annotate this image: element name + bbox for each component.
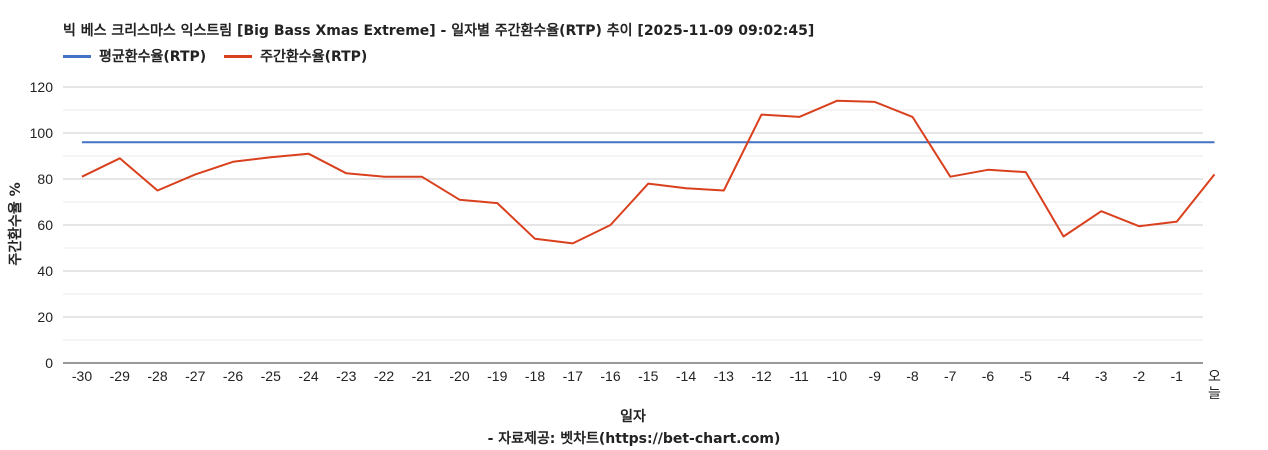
legend-swatch-average xyxy=(63,54,91,58)
x-tick-label: -27 xyxy=(185,368,205,384)
x-tick-label: -10 xyxy=(827,368,847,384)
x-axis-ticks: -30 -29 -28 -27 -26 -25 -24 -23 -22 -21 -20 -19 -18 -… xyxy=(72,368,1221,401)
y-axis-ticks: 0 20 40 60 80 100 120 xyxy=(30,79,54,371)
x-tick-label: -24 xyxy=(298,368,318,384)
x-tick-label: -8 xyxy=(906,368,919,384)
x-tick-label: -15 xyxy=(638,368,658,384)
x-tick-label: -26 xyxy=(223,368,243,384)
x-tick-label: -29 xyxy=(110,368,130,384)
y-tick-label: 80 xyxy=(37,171,53,187)
data-source-note: - 자료제공: 벳차트(https://bet-chart.com) xyxy=(487,431,781,447)
x-tick-label: -23 xyxy=(336,368,356,384)
x-tick-label: -20 xyxy=(449,368,469,384)
legend-item-average[interactable]: 평균환수율(RTP) xyxy=(63,46,206,66)
x-tick-label: -30 xyxy=(72,368,92,384)
legend-swatch-weekly xyxy=(224,54,253,58)
x-tick-label: -7 xyxy=(944,368,957,384)
chart-legend: 평균환수율(RTP) 주간환수율(RTP) xyxy=(63,46,367,66)
x-tick-label: -22 xyxy=(374,368,394,384)
x-tick-label: -3 xyxy=(1095,368,1108,384)
legend-item-weekly[interactable]: 주간환수율(RTP) xyxy=(224,46,367,66)
x-tick-label: -21 xyxy=(412,368,432,384)
x-tick-label: -2 xyxy=(1133,368,1146,384)
x-tick-label: -12 xyxy=(751,368,771,384)
x-tick-label: -25 xyxy=(261,368,281,384)
chart-title: 빅 베스 크리스마스 익스트림 [Big Bass Xmas Extreme] … xyxy=(63,23,815,39)
x-tick-label: -13 xyxy=(714,368,734,384)
x-tick-label: -18 xyxy=(525,368,545,384)
y-tick-label: 40 xyxy=(37,263,53,279)
y-tick-label: 20 xyxy=(37,309,53,325)
y-tick-label: 100 xyxy=(30,125,54,141)
x-tick-label: -6 xyxy=(982,368,995,384)
legend-label-average: 평균환수율(RTP) xyxy=(99,49,207,65)
x-tick-label: -14 xyxy=(676,368,696,384)
x-tick-label: -19 xyxy=(487,368,507,384)
x-tick-label: -5 xyxy=(1020,368,1033,384)
x-tick-label: -16 xyxy=(600,368,620,384)
x-tick-label: -1 xyxy=(1171,368,1184,384)
x-tick-label: -11 xyxy=(790,368,809,384)
weekly-rtp-line[interactable] xyxy=(81,99,1216,245)
x-axis-title: 일자 xyxy=(620,409,646,425)
y-tick-label: 0 xyxy=(45,355,53,371)
x-tick-label: -4 xyxy=(1057,368,1070,384)
x-tick-label: -9 xyxy=(869,368,882,384)
y-tick-label: 120 xyxy=(30,79,54,95)
y-axis-title: 주간환수율 % xyxy=(7,182,24,265)
series-lines xyxy=(81,99,1216,245)
grid-lines xyxy=(63,86,1203,364)
legend-label-weekly: 주간환수율(RTP) xyxy=(260,49,368,65)
y-tick-label: 60 xyxy=(37,217,53,233)
x-tick-label: -17 xyxy=(563,368,583,384)
x-tick-label: -28 xyxy=(147,368,167,384)
